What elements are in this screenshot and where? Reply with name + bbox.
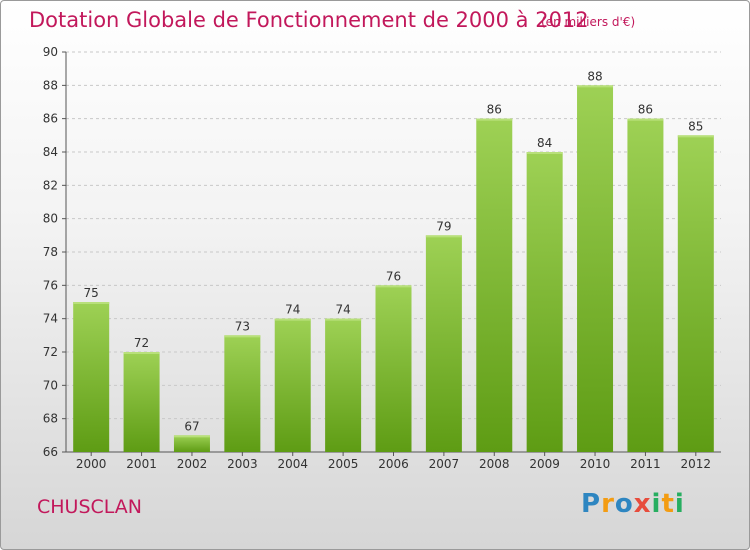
x-tick-label: 2006 — [378, 457, 409, 471]
bar-top-highlight — [224, 335, 261, 338]
data-label: 86 — [487, 103, 502, 117]
bar-2001 — [123, 352, 160, 452]
bar-2000 — [73, 302, 110, 452]
bar-2009 — [526, 152, 563, 452]
commune-name: CHUSCLAN — [37, 496, 143, 518]
x-tick-label: 2000 — [76, 457, 107, 471]
data-label: 86 — [638, 103, 653, 117]
y-tick-label: 76 — [43, 278, 58, 292]
y-tick-label: 82 — [43, 178, 58, 192]
bars — [73, 85, 714, 453]
data-labels: 75 72 67 73 74 74 76 79 86 84 88 86 85 — [84, 69, 704, 433]
data-label: 72 — [134, 336, 149, 350]
bar-2006 — [375, 285, 412, 452]
y-tick-label: 78 — [43, 245, 58, 259]
bar-top-highlight — [274, 318, 311, 321]
bar-top-highlight — [425, 235, 462, 238]
x-tick-label: 2005 — [328, 457, 359, 471]
x-tick-label: 2003 — [227, 457, 258, 471]
bar-2007 — [425, 235, 462, 452]
x-tick-label: 2012 — [681, 457, 712, 471]
data-label: 74 — [285, 303, 300, 317]
x-tick-label: 2010 — [580, 457, 611, 471]
bar-2008 — [476, 118, 513, 453]
bar-top-highlight — [677, 135, 714, 138]
x-tick-label: 2008 — [479, 457, 510, 471]
bar-2002 — [173, 435, 210, 452]
bar-top-highlight — [526, 152, 563, 154]
y-tick-label: 86 — [43, 112, 58, 126]
y-tick-label: 80 — [43, 212, 58, 226]
chart-title: Dotation Globale de Fonctionnement de 20… — [29, 8, 589, 32]
data-label: 79 — [436, 219, 451, 233]
proxiti-logo[interactable]: Proxiti — [581, 489, 685, 519]
x-tick-label: 2011 — [630, 457, 661, 471]
y-tick-label: 84 — [43, 145, 58, 159]
y-tick-label: 90 — [43, 45, 58, 59]
y-tick-label: 66 — [43, 445, 58, 459]
x-tick-label: 2007 — [429, 457, 460, 471]
y-tick-label: 70 — [43, 378, 58, 392]
y-tick-label: 72 — [43, 345, 58, 359]
data-label: 73 — [235, 319, 250, 333]
data-label: 76 — [386, 269, 401, 283]
bar-2010 — [577, 85, 614, 452]
y-tick-label: 88 — [43, 78, 58, 92]
bar-2012 — [677, 135, 714, 453]
data-label: 75 — [84, 286, 99, 300]
bar-2005 — [325, 318, 362, 452]
y-tick-label: 74 — [43, 312, 58, 326]
bar-top-highlight — [627, 118, 664, 121]
bar-top-highlight — [375, 285, 412, 288]
data-label: 84 — [537, 136, 552, 150]
bar-top-highlight — [173, 435, 210, 438]
bar-top-highlight — [123, 352, 160, 354]
x-tick-label: 2002 — [177, 457, 208, 471]
bar-top-highlight — [325, 318, 362, 321]
x-tick-label: 2004 — [277, 457, 308, 471]
bar-top-highlight — [73, 302, 110, 304]
bar-2004 — [274, 318, 311, 452]
data-label: 85 — [688, 119, 703, 133]
bar-top-highlight — [476, 118, 513, 121]
x-tick-label: 2001 — [126, 457, 157, 471]
bar-top-highlight — [577, 85, 614, 88]
bar-2003 — [224, 335, 261, 452]
data-label: 88 — [587, 69, 602, 83]
y-tick-label: 68 — [43, 412, 58, 426]
x-tick-label: 2009 — [529, 457, 560, 471]
data-label: 67 — [184, 419, 199, 433]
bar-2011 — [627, 118, 664, 453]
data-label: 74 — [335, 303, 350, 317]
chart-subtitle: (en milliers d'€) — [541, 15, 636, 29]
